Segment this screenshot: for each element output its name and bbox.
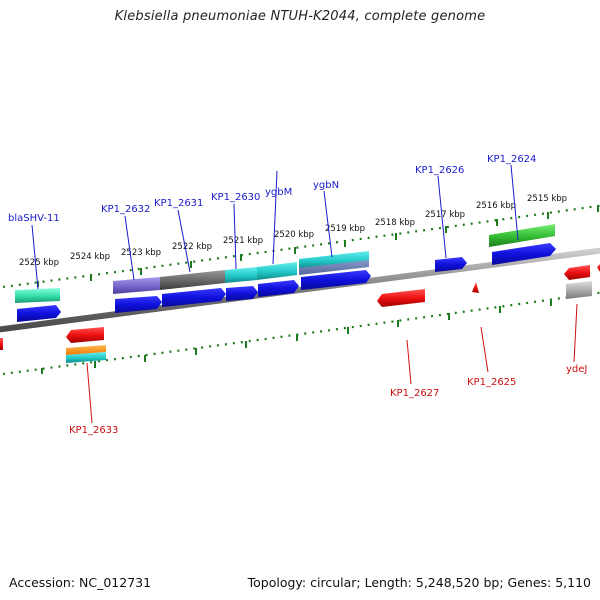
forward-leader-lines — [31, 164, 519, 290]
tick-label-2523: 2523 kbp — [121, 248, 161, 258]
gene-label-KP1-2624: KP1_2624 — [487, 154, 536, 165]
tick-label-2517: 2517 kbp — [425, 210, 465, 220]
tick-label-2522: 2522 kbp — [172, 242, 212, 252]
forward-scale-line — [0, 204, 600, 289]
genome-backbone — [0, 247, 600, 333]
reverse-cds-arrows — [0, 264, 600, 350]
cds-arrow-left-edge — [0, 338, 3, 350]
tick-label-2518: 2518 kbp — [375, 218, 415, 228]
gene-label-ygbN: ygbN — [313, 180, 339, 191]
cog-block-KP1-2630 — [225, 267, 257, 283]
cog-block-blaSHV-11 — [15, 288, 60, 303]
cds-arrow-KP1-2630 — [226, 286, 258, 301]
gene-label-KP1-2627: KP1_2627 — [390, 388, 439, 399]
gene-label-KP1-2632: KP1_2632 — [101, 204, 150, 215]
topology-text: Topology: circular; Length: 5,248,520 bp… — [247, 575, 591, 590]
cds-arrow-ydeJ — [564, 265, 590, 280]
gene-label-KP1-2626: KP1_2626 — [415, 165, 464, 176]
forward-gene-labels: blaSHV-11 KP1_2632 KP1_2631 KP1_2630 ygb… — [8, 154, 536, 224]
cog-block-ygbN-lower — [299, 260, 369, 275]
cds-arrow-right-edge — [597, 264, 600, 272]
tick-label-2525: 2525 kbp — [19, 258, 59, 268]
tick-label-2524: 2524 kbp — [70, 252, 110, 262]
gene-label-blaSHV-11: blaSHV-11 — [8, 213, 60, 224]
reverse-scale-line — [0, 291, 600, 376]
cog-block-KP1-2631 — [160, 270, 225, 290]
cds-arrow-KP1-2625 — [472, 282, 479, 293]
gene-label-ygbM: ygbM — [265, 187, 292, 198]
forward-cds-arrows — [17, 243, 556, 322]
cog-block-KP1-2624 — [489, 224, 555, 247]
page-title: Klebsiella pneumoniae NTUH-K2044, comple… — [114, 9, 486, 24]
cog-block-ygbM — [257, 262, 297, 280]
reverse-gene-labels: KP1_2633 KP1_2627 KP1_2625 ydeJ — [69, 364, 587, 436]
gene-label-KP1-2631: KP1_2631 — [154, 198, 203, 209]
cog-block-KP1-2633-cyan — [66, 352, 106, 363]
cds-arrow-KP1-2624 — [492, 243, 556, 265]
cog-block-KP1-2632 — [113, 277, 160, 294]
cog-block-ygbN — [299, 251, 369, 269]
cds-arrow-KP1-2627 — [377, 289, 425, 307]
cds-arrow-KP1-2633 — [66, 327, 104, 343]
reverse-cog-blocks — [66, 281, 592, 363]
forward-major-ticks — [37, 205, 599, 287]
tick-label-2515: 2515 kbp — [527, 194, 567, 204]
cds-arrow-KP1-2631 — [162, 288, 226, 307]
cds-arrow-ygbM — [258, 280, 299, 297]
tick-label-2519: 2519 kbp — [325, 224, 365, 234]
cds-arrow-blaSHV-11 — [17, 305, 61, 322]
gene-label-ydeJ: ydeJ — [566, 364, 587, 375]
tick-label-2516: 2516 kbp — [476, 201, 516, 211]
accession-text: Accession: NC_012731 — [9, 575, 152, 590]
gene-label-KP1-2630: KP1_2630 — [211, 192, 260, 203]
forward-cog-blocks — [15, 224, 555, 303]
cds-arrow-KP1-2626 — [435, 257, 467, 272]
gene-label-KP1-2625: KP1_2625 — [467, 377, 516, 388]
tick-label-2521: 2521 kbp — [223, 236, 263, 246]
cds-arrow-KP1-2632 — [115, 296, 162, 313]
cds-arrow-ygbN — [301, 270, 371, 290]
gene-label-KP1-2633: KP1_2633 — [69, 425, 118, 436]
cog-block-KP1-2633-orange — [66, 345, 106, 355]
scale-tick-labels: 2525 kbp 2524 kbp 2523 kbp 2522 kbp 2521… — [19, 194, 567, 268]
reverse-major-ticks — [41, 299, 552, 374]
cog-block-ydeJ — [566, 281, 592, 299]
reverse-leader-lines — [86, 303, 578, 424]
tick-label-2520: 2520 kbp — [274, 230, 314, 240]
